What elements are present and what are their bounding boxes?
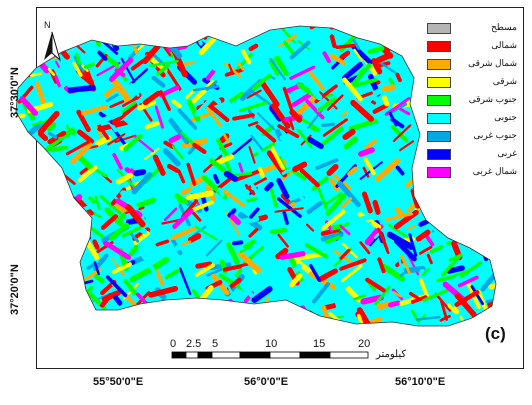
legend-label: شرقی bbox=[492, 76, 517, 86]
legend-swatch bbox=[427, 149, 451, 160]
legend-item: جنوب شرقی bbox=[425, 92, 517, 110]
legend-label: جنوب غربی bbox=[473, 130, 517, 140]
scale-tick-label: 15 bbox=[313, 338, 326, 350]
legend-item: مسطح bbox=[425, 20, 517, 38]
legend-item: شمال غربی bbox=[425, 164, 517, 182]
legend-swatch bbox=[427, 77, 451, 88]
latitude-label-north: 37°30'0"N bbox=[9, 67, 21, 118]
legend-item: شمال شرقی bbox=[425, 56, 517, 74]
legend: مسطح شمالی شمال شرقی شرقی جنوب شرقی جنوبی جنوب… bbox=[425, 20, 517, 182]
legend-swatch bbox=[427, 167, 451, 178]
legend-label: شمال شرقی bbox=[468, 58, 517, 68]
legend-label: مسطح bbox=[490, 22, 517, 32]
legend-swatch bbox=[427, 95, 451, 106]
panel-label: (c) bbox=[485, 324, 506, 343]
scale-bar-unit: کیلومتر bbox=[376, 349, 407, 360]
scale-tick-label: 5 bbox=[212, 338, 219, 350]
scale-tick-label: 10 bbox=[265, 338, 278, 350]
legend-label: غربی bbox=[497, 148, 517, 158]
latitude-label-south: 37°20'0"N bbox=[9, 264, 21, 315]
scale-tick-label: 20 bbox=[358, 338, 371, 350]
longitude-label-west: 55°50'0"E bbox=[93, 376, 144, 388]
legend-swatch bbox=[427, 131, 451, 142]
legend-item: جنوب غربی bbox=[425, 128, 517, 146]
longitude-label-east: 56°10'0"E bbox=[395, 376, 446, 388]
north-arrow-label: N bbox=[44, 20, 51, 30]
longitude-label-center: 56°0'0"E bbox=[244, 376, 289, 388]
legend-swatch bbox=[427, 59, 451, 70]
legend-label: شمالی bbox=[491, 40, 517, 50]
north-arrow-icon bbox=[44, 31, 61, 62]
legend-label: جنوبی bbox=[494, 112, 517, 122]
scale-tick-label: 2.5 bbox=[186, 338, 202, 350]
legend-label: جنوب شرقی bbox=[468, 94, 517, 104]
legend-label: شمال غربی bbox=[472, 166, 517, 176]
scale-tick-label: 0 bbox=[170, 338, 177, 350]
legend-item: جنوبی bbox=[425, 110, 517, 128]
legend-swatch bbox=[427, 113, 451, 124]
legend-item: غربی bbox=[425, 146, 517, 164]
legend-swatch bbox=[427, 23, 451, 34]
legend-item: شمالی bbox=[425, 38, 517, 56]
legend-item: شرقی bbox=[425, 74, 517, 92]
legend-swatch bbox=[427, 41, 451, 52]
